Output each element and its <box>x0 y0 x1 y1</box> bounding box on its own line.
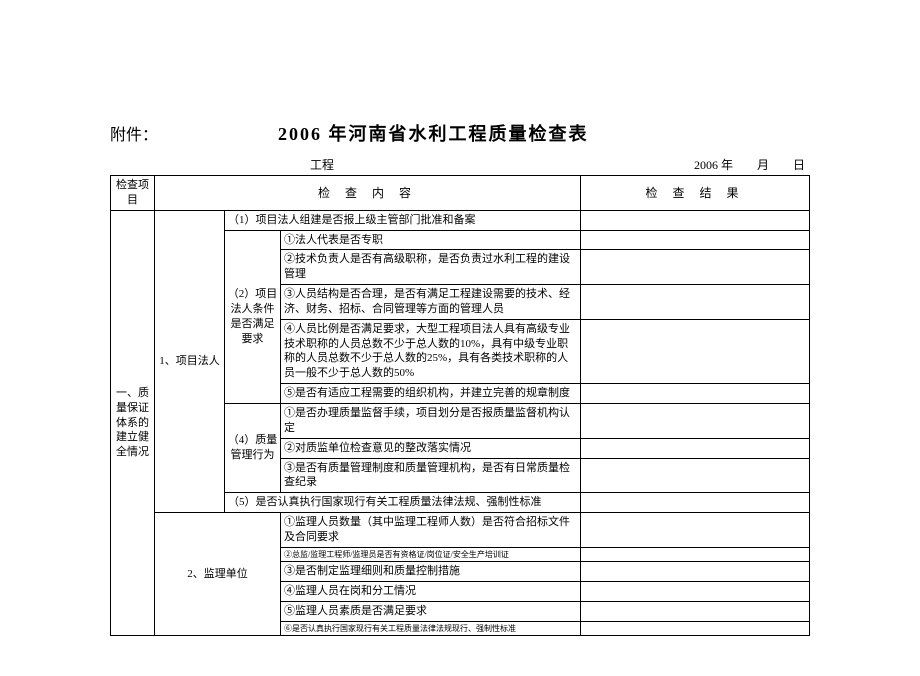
row-content: （5）是否认真执行国家现行有关工程质量法律法规、强制性标准 <box>225 493 581 513</box>
section-1-label: 一、质量保证体系的建立健全情况 <box>111 210 155 636</box>
group-supervision-label: 2、监理单位 <box>155 513 281 636</box>
row-content: ②技术负责人是否有高级职称，是否负责过水利工程的建设管理 <box>281 250 581 285</box>
row-content: ②对质监单位检查意见的整改落实情况 <box>281 438 581 458</box>
result-cell <box>581 319 810 383</box>
inspection-table: 检查项目 检 查 内 容 检 查 结 果 一、质量保证体系的建立健全情况 1、项… <box>110 175 810 636</box>
row-content: ③是否有质量管理制度和质量管理机构，是否有日常质量检查纪录 <box>281 458 581 493</box>
row-content: ⑥是否认真执行国家现行有关工程质量法律法规现行、强制性标准 <box>281 621 581 636</box>
row-content: ⑤监理人员素质是否满足要求 <box>281 602 581 622</box>
row-content: （1）项目法人组建是否报上级主管部门批准和备案 <box>225 210 581 230</box>
result-cell <box>581 403 810 438</box>
row-content: ③人员结构是否合理，是否有满足工程建设需要的技术、经济、财务、招标、合同管理等方… <box>281 285 581 320</box>
row-content: ④人员比例是否满足要求，大型工程项目法人具有高级专业技术职称的人员总数不少于总人… <box>281 319 581 383</box>
result-cell <box>581 493 810 513</box>
project-label: 工程 <box>310 156 334 173</box>
result-cell <box>581 547 810 562</box>
col-content: 检 查 内 容 <box>155 176 581 211</box>
attachment-label: 附件： <box>110 121 158 145</box>
group-1-label: 1、项目法人 <box>155 210 225 512</box>
result-cell <box>581 621 810 636</box>
row-content: ①是否办理质量监督手续，项目划分是否报质量监督机构认定 <box>281 403 581 438</box>
row-content: ①法人代表是否专职 <box>281 230 581 250</box>
row-content: ③是否制定监理细则和质量控制措施 <box>281 562 581 582</box>
result-cell <box>581 250 810 285</box>
row-content: ⑤是否有适应工程需要的组织机构，并建立完善的规章制度 <box>281 384 581 404</box>
result-cell <box>581 513 810 548</box>
header-row: 附件： 2006 年河南省水利工程质量检查表 <box>110 120 810 146</box>
col-result: 检 查 结 果 <box>581 176 810 211</box>
row-content: ④监理人员在岗和分工情况 <box>281 582 581 602</box>
row-content: ①监理人员数量（其中监理工程师人数）是否符合招标文件及合同要求 <box>281 513 581 548</box>
subheader: 工程 2006 年 月 日 <box>110 156 810 173</box>
result-cell <box>581 285 810 320</box>
result-cell <box>581 438 810 458</box>
result-cell <box>581 602 810 622</box>
group-2-label: （2）项目法人条件是否满足要求 <box>225 230 281 403</box>
date-label: 2006 年 月 日 <box>694 156 805 173</box>
result-cell <box>581 582 810 602</box>
result-cell <box>581 384 810 404</box>
group-4-label: （4）质量管理行为 <box>225 403 281 492</box>
table-header-row: 检查项目 检 查 内 容 检 查 结 果 <box>111 176 810 211</box>
result-cell <box>581 458 810 493</box>
result-cell <box>581 210 810 230</box>
result-cell <box>581 230 810 250</box>
page-title: 2006 年河南省水利工程质量检查表 <box>278 120 589 146</box>
col-item: 检查项目 <box>111 176 155 211</box>
row-content: ②总监/监理工程师/监理员是否有资格证/岗位证/安全生产培训证 <box>281 547 581 562</box>
result-cell <box>581 562 810 582</box>
